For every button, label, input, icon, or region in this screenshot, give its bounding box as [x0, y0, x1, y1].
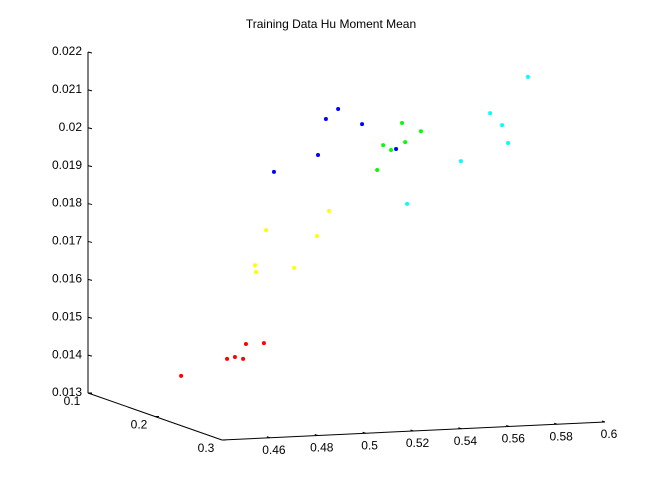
- point: [316, 152, 321, 157]
- x-tick: [601, 420, 606, 423]
- z-tick-label: 0.019: [52, 158, 82, 172]
- point: [400, 120, 405, 125]
- point: [292, 265, 297, 270]
- x-tick-label: 0.52: [406, 436, 430, 450]
- z-tick-label: 0.018: [52, 196, 82, 210]
- x-tick-label: 0.46: [262, 443, 286, 457]
- z-tick-label: 0.016: [52, 272, 82, 286]
- z-tick-label: 0.02: [59, 120, 83, 134]
- x-tick: [506, 425, 510, 427]
- z-tick-label: 0.017: [52, 234, 82, 248]
- point: [323, 116, 328, 121]
- x-tick-label: 0.56: [502, 432, 526, 446]
- x-tick: [314, 434, 318, 436]
- x-tick: [458, 427, 462, 430]
- z-tick: [87, 354, 93, 357]
- point: [381, 143, 386, 148]
- point: [389, 148, 394, 153]
- point: [315, 234, 320, 239]
- y-tick-label: 0.3: [198, 441, 215, 455]
- z-tick-label: 0.013: [52, 385, 82, 399]
- z-tick-label: 0.015: [52, 309, 82, 323]
- z-tick: [87, 89, 93, 92]
- point: [394, 147, 399, 152]
- point: [336, 106, 341, 111]
- point: [253, 263, 258, 268]
- z-tick: [87, 240, 93, 243]
- x-tick-label: 0.6: [601, 427, 618, 441]
- point: [525, 74, 530, 79]
- point: [261, 341, 266, 346]
- point: [488, 111, 493, 116]
- point: [241, 356, 246, 361]
- point: [506, 141, 511, 146]
- point: [232, 355, 237, 360]
- point: [500, 123, 505, 128]
- x-tick-label: 0.48: [310, 441, 334, 455]
- z-tick: [87, 165, 93, 168]
- x-tick-label: 0.54: [454, 434, 478, 448]
- z-tick: [87, 392, 93, 395]
- z-tick: [87, 203, 93, 206]
- z-tick: [87, 278, 93, 281]
- x-tick: [362, 431, 366, 434]
- z-tick-label: 0.014: [52, 347, 82, 361]
- point: [403, 140, 408, 145]
- point: [271, 169, 276, 174]
- z-tick-label: 0.022: [52, 44, 82, 58]
- y-tick-label: 0.2: [131, 418, 148, 432]
- z-tick-label: 0.021: [52, 82, 82, 96]
- z-tick: [87, 51, 93, 54]
- point: [327, 208, 332, 213]
- point: [405, 201, 410, 206]
- point: [360, 122, 365, 127]
- x-tick: [553, 422, 558, 425]
- point: [179, 373, 184, 378]
- z-tick: [87, 316, 93, 319]
- x-tick-label: 0.5: [361, 438, 378, 452]
- point: [225, 356, 230, 361]
- point: [375, 168, 380, 173]
- x-tick-label: 0.58: [549, 429, 573, 443]
- point: [458, 159, 463, 164]
- y-tick-label: 0.1: [64, 394, 81, 408]
- x-tick: [410, 429, 414, 432]
- z-tick: [87, 127, 93, 130]
- chart-title: Training Data Hu Moment Mean: [246, 17, 416, 31]
- point: [418, 129, 423, 134]
- point: [254, 269, 259, 274]
- point: [243, 342, 248, 347]
- x-tick: [266, 436, 271, 439]
- point: [264, 228, 269, 233]
